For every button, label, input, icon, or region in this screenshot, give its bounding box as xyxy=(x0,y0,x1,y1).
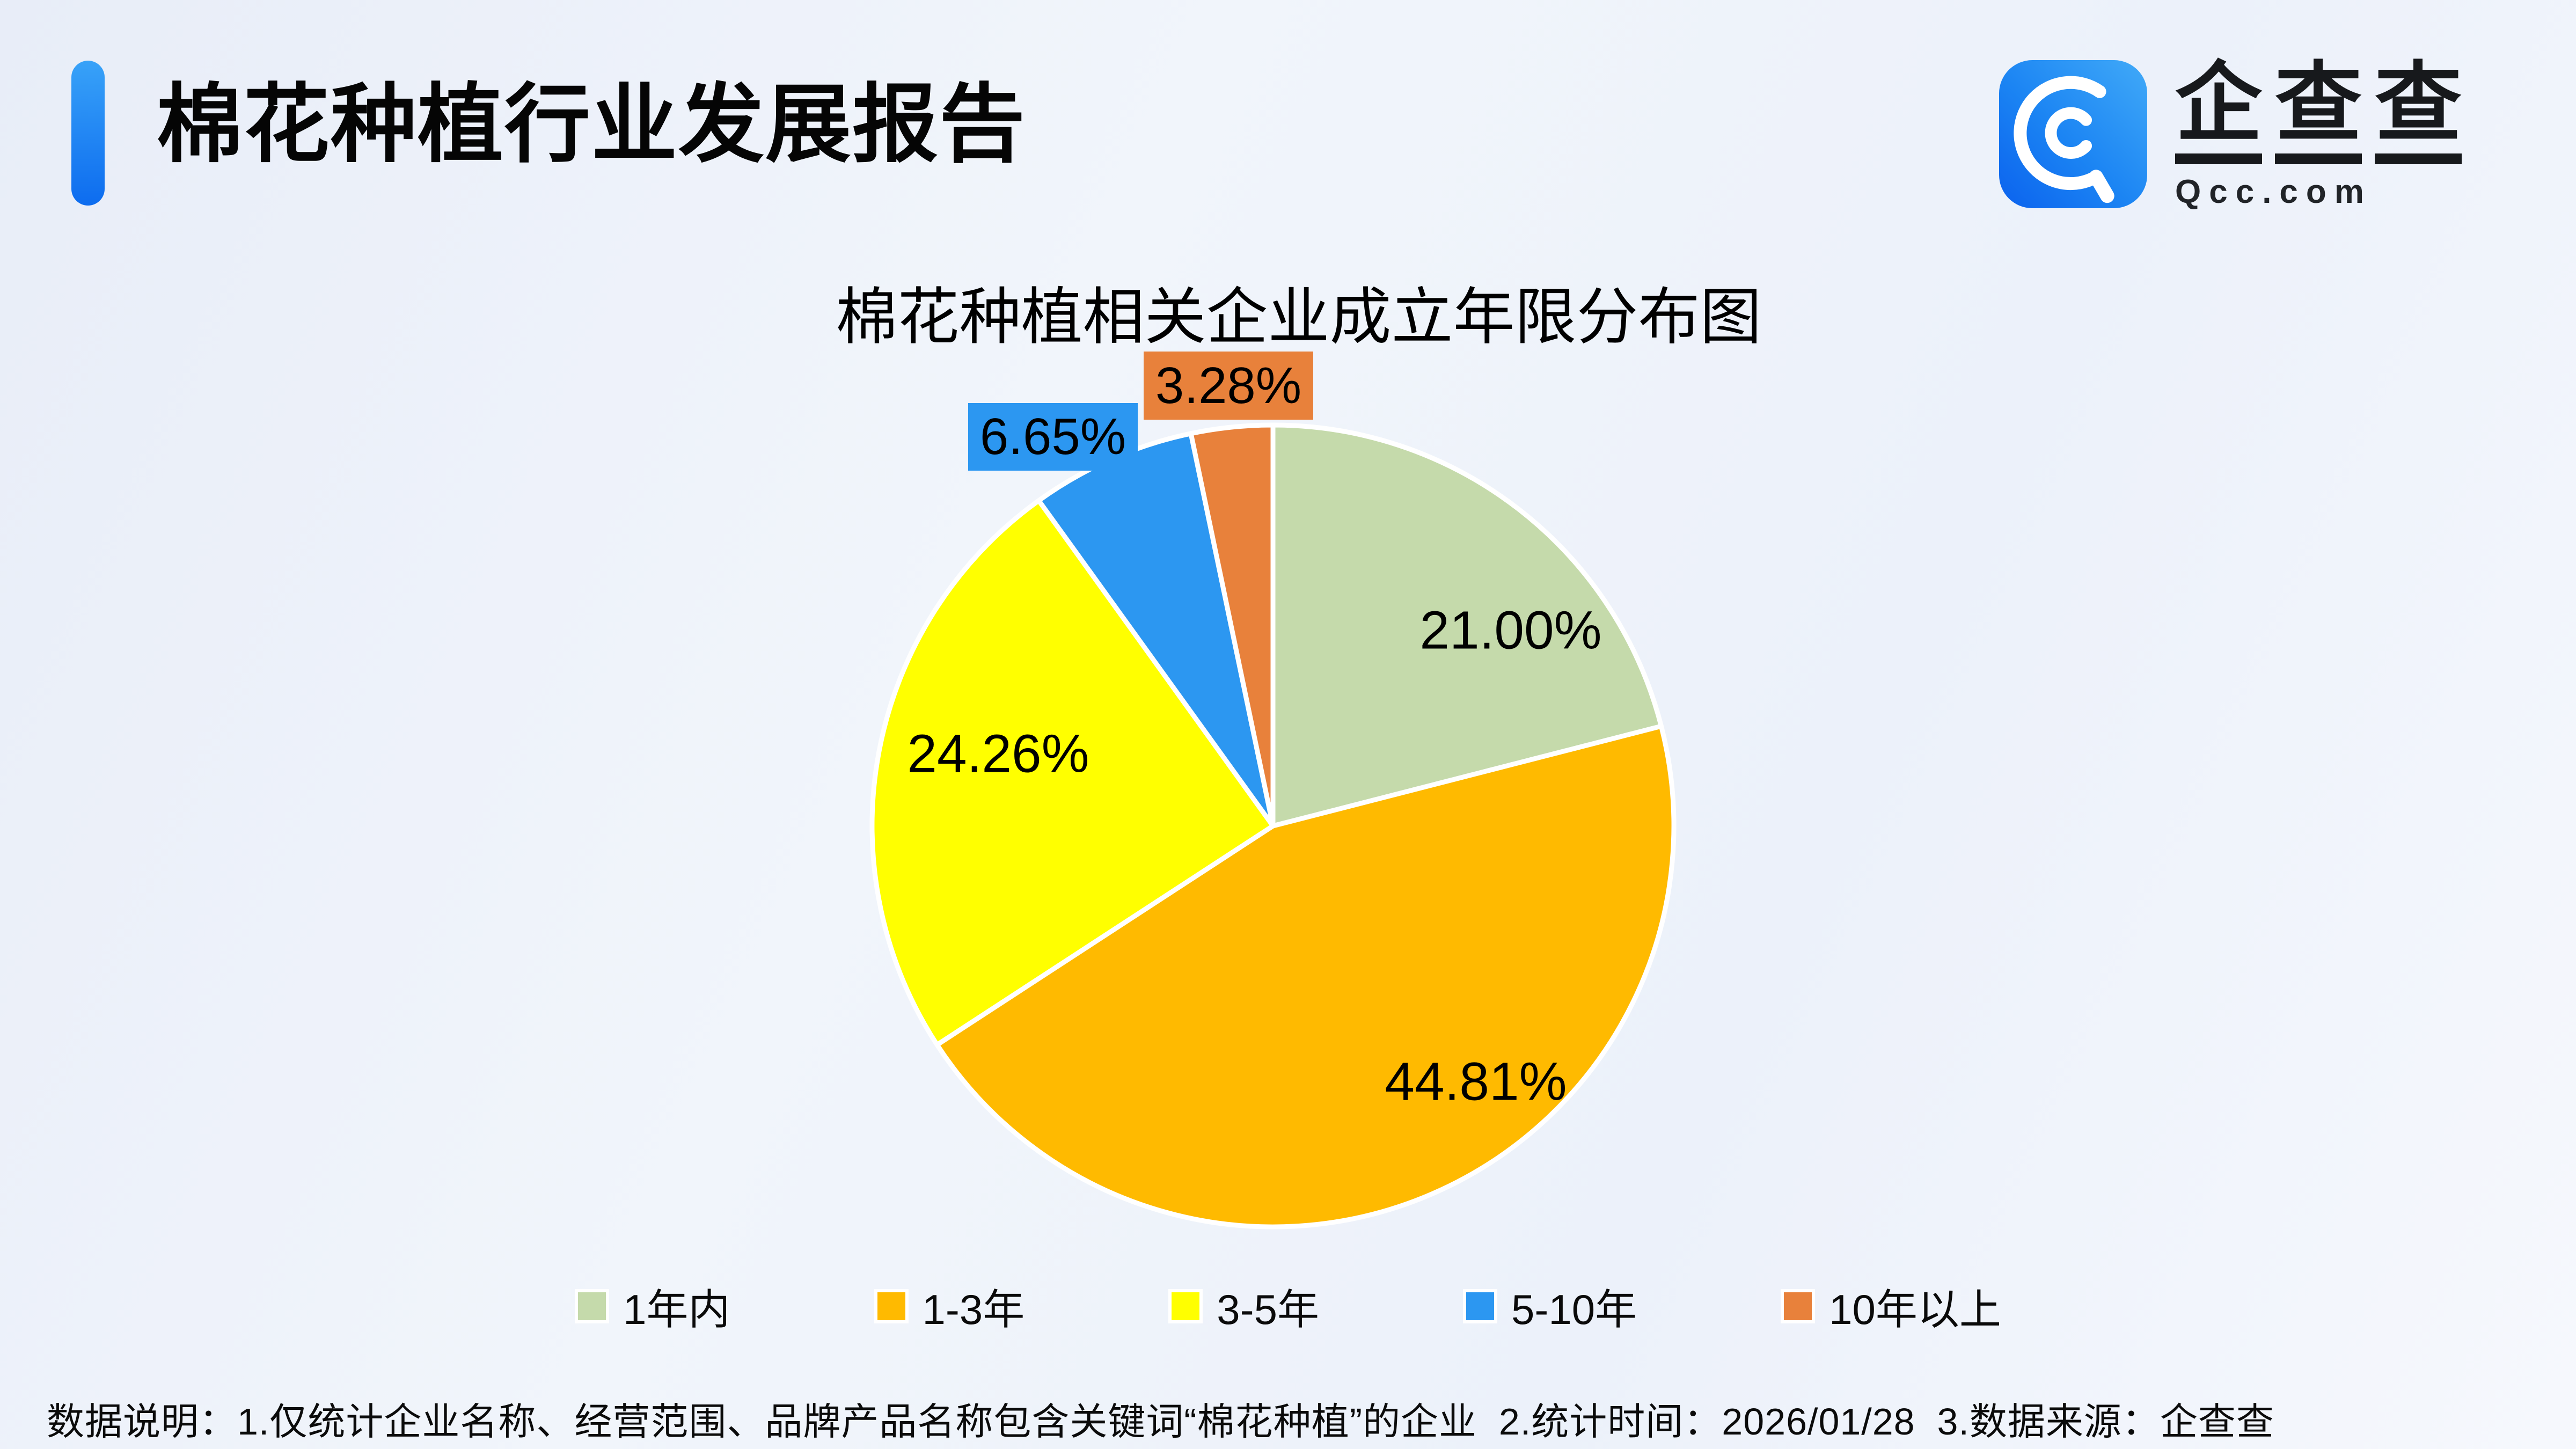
callout-5-10years: 6.65% xyxy=(968,403,1138,471)
qcc-logo-domain: Qcc.com xyxy=(2175,173,2372,210)
legend-item-1year: 1年内 xyxy=(575,1276,730,1336)
title-accent-bar xyxy=(71,61,105,206)
pie-slice-1年内 xyxy=(1270,422,1664,829)
legend-label-over-10years: 10年以上 xyxy=(1829,1286,2001,1333)
logo-char-3: 查 xyxy=(2375,60,2462,164)
qcc-logo-glyph xyxy=(2014,76,2114,203)
data-note: 数据说明：1.仅统计企业名称、经营范围、品牌产品名称包含关键词“棉花种植”的企业… xyxy=(47,1401,2274,1443)
legend-item-over-10years: 10年以上 xyxy=(1781,1276,2001,1336)
legend-label-3-5years: 3-5年 xyxy=(1217,1286,1319,1333)
legend-label-1year: 1年内 xyxy=(623,1286,730,1333)
legend-label-1-3years: 1-3年 xyxy=(922,1286,1025,1333)
chart-legend: 1年内 1-3年 3-5年 5-10年 10年以上 xyxy=(0,1276,2576,1336)
qcc-logo-icon xyxy=(1999,60,2147,208)
page-title: 棉花种植行业发展报告 xyxy=(157,76,1027,172)
legend-label-5-10years: 5-10年 xyxy=(1511,1286,1637,1333)
slice-label-1-3years: 44.81% xyxy=(1385,1051,1567,1112)
qcc-logo: 企 查 查 Qcc.com xyxy=(1999,60,2462,211)
legend-swatch-over-10years xyxy=(1781,1289,1816,1323)
pie-slice-3-5年 xyxy=(869,498,1276,1048)
legend-swatch-1year xyxy=(575,1289,610,1323)
slice-label-1year: 21.00% xyxy=(1419,600,1602,661)
pie-slice-1-3年 xyxy=(934,723,1677,1230)
chart-title: 棉花种植相关企业成立年限分布图 xyxy=(836,283,1762,352)
qcc-logo-name: 企 查 查 xyxy=(2175,60,2462,164)
qcc-logo-text: 企 查 查 Qcc.com xyxy=(2175,60,2462,211)
legend-item-3-5years: 3-5年 xyxy=(1168,1276,1319,1336)
callout-over-10years: 3.28% xyxy=(1144,352,1313,420)
legend-swatch-3-5years xyxy=(1168,1289,1203,1323)
legend-item-1-3years: 1-3年 xyxy=(874,1276,1025,1336)
legend-swatch-1-3years xyxy=(874,1289,909,1323)
pie-chart xyxy=(869,422,1677,1230)
legend-swatch-5-10years xyxy=(1463,1289,1497,1323)
logo-char-2: 查 xyxy=(2275,60,2362,164)
pie-slice-10年以上 xyxy=(1188,422,1276,829)
slice-label-3-5years: 24.26% xyxy=(907,723,1089,784)
legend-item-5-10years: 5-10年 xyxy=(1463,1276,1637,1336)
logo-char-1: 企 xyxy=(2175,60,2262,164)
